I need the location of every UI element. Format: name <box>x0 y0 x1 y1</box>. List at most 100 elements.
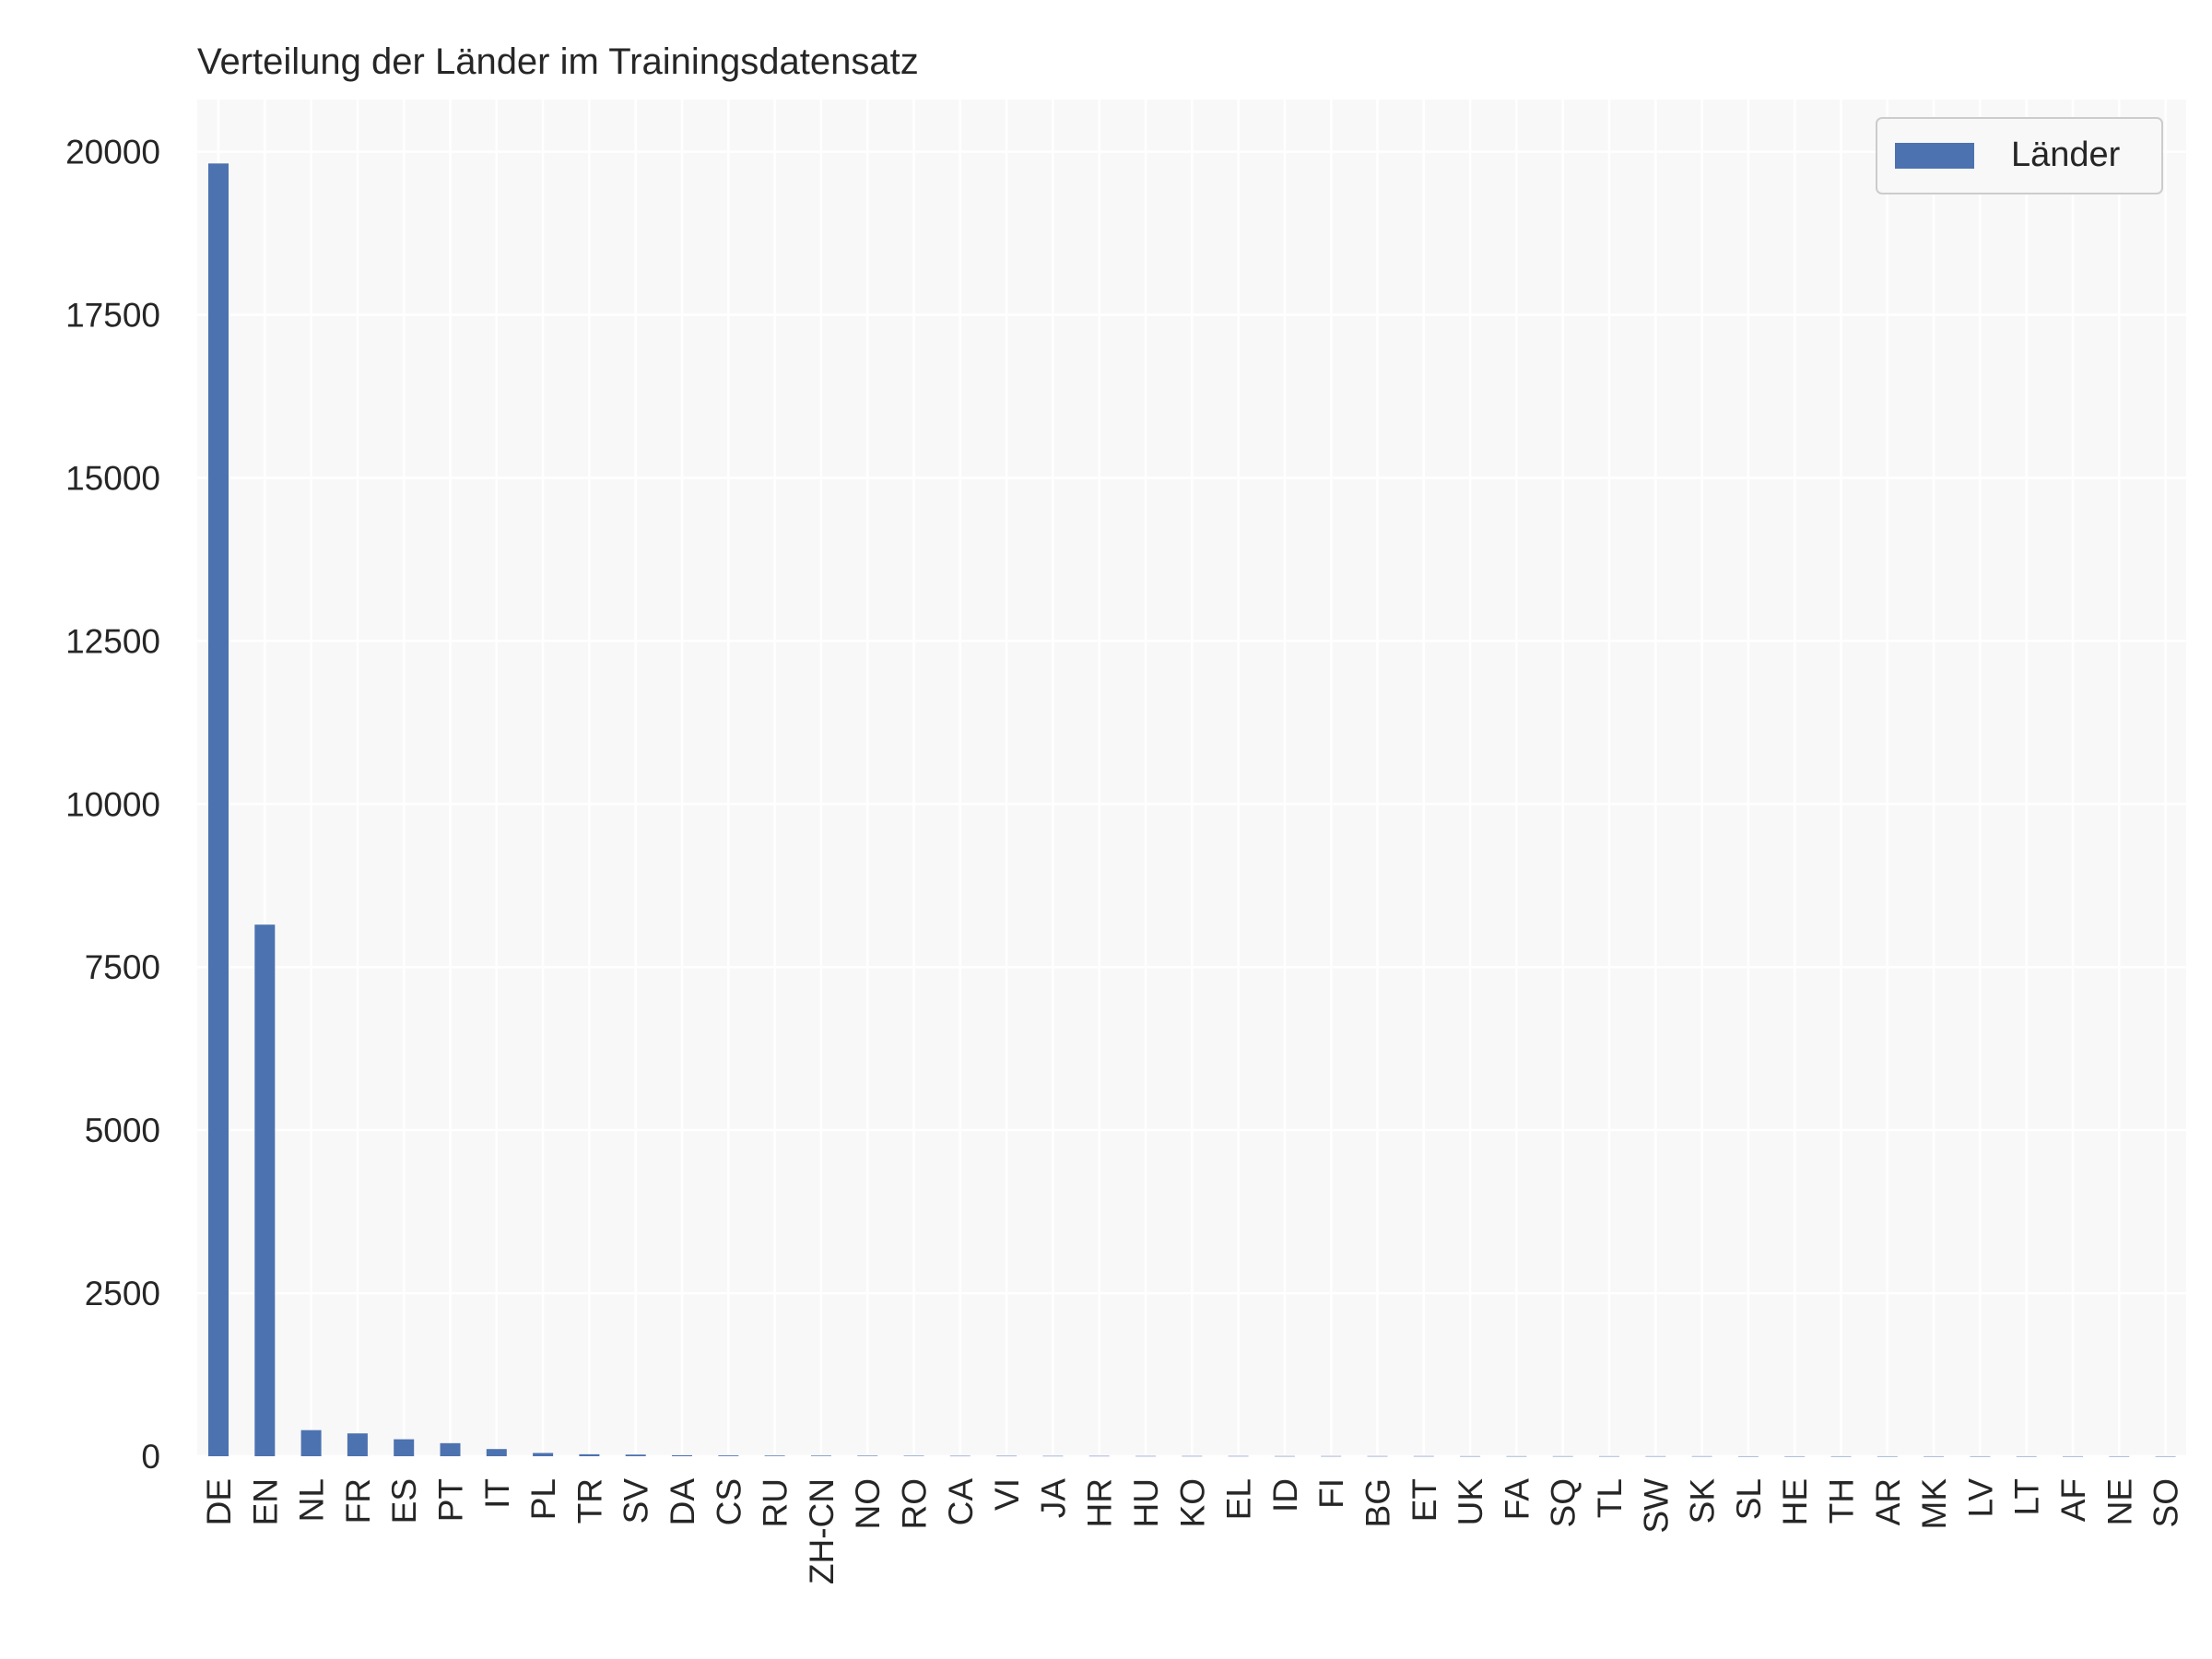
bar-cs <box>718 1455 739 1456</box>
x-tick-label: CA <box>942 1478 980 1526</box>
x-tick-label: AF <box>2054 1478 2092 1522</box>
x-tick-label: CS <box>710 1478 747 1525</box>
x-tick-label: UK <box>1452 1478 1489 1526</box>
x-tick-label: SK <box>1684 1478 1722 1524</box>
bar-hr <box>1088 1455 1110 1457</box>
bar-uk <box>1460 1455 1481 1457</box>
bar-fr <box>347 1433 368 1456</box>
x-tick-label: RO <box>896 1478 934 1530</box>
x-tick-label: MK <box>1915 1478 1953 1530</box>
x-tick-label: ES <box>385 1478 423 1524</box>
bar-ja <box>1042 1455 1064 1457</box>
x-tick-label: ID <box>1266 1478 1304 1512</box>
x-tick-label: SQ <box>1545 1478 1583 1527</box>
y-axis-ticks: 0 2500 5000 7500 10000 12500 15000 17500 20000 <box>65 134 160 1476</box>
chart-title: Verteilung der Länder im Trainingsdatens… <box>197 41 919 82</box>
bar-et <box>1413 1455 1434 1457</box>
y-tick-label: 15000 <box>65 459 160 497</box>
bar-pl <box>533 1453 554 1456</box>
x-tick-label: FI <box>1312 1478 1350 1509</box>
x-tick-label: SL <box>1730 1478 1768 1520</box>
x-tick-label: KO <box>1173 1478 1211 1527</box>
bar-sq <box>1552 1455 1573 1457</box>
legend-swatch <box>1895 143 1974 169</box>
bar-tr <box>579 1453 600 1456</box>
x-tick-label: FR <box>339 1478 377 1524</box>
x-tick-label: VI <box>988 1478 1026 1511</box>
bar-lv <box>1970 1455 1991 1457</box>
x-tick-label: LT <box>2008 1478 2046 1515</box>
x-tick-label: BG <box>1359 1478 1397 1527</box>
bar-bg <box>1367 1455 1388 1457</box>
x-tick-label: SO <box>2147 1478 2185 1527</box>
bar-zh-cn <box>810 1455 831 1456</box>
x-tick-label: SW <box>1637 1478 1675 1534</box>
bar-es <box>394 1439 415 1456</box>
bar-vi <box>996 1455 1018 1457</box>
x-tick-label: FA <box>1498 1478 1535 1521</box>
y-tick-label: 7500 <box>85 948 160 986</box>
bar-lt <box>2016 1455 2037 1457</box>
y-tick-label: 20000 <box>65 134 160 171</box>
bar-no <box>857 1455 878 1456</box>
x-tick-label: PT <box>432 1478 470 1522</box>
x-tick-label: ET <box>1406 1478 1443 1522</box>
bar-mk <box>1924 1455 1945 1457</box>
x-tick-label: DA <box>664 1478 701 1526</box>
x-tick-label: JA <box>1034 1478 1072 1519</box>
bar-ru <box>764 1455 785 1456</box>
bar-de <box>208 163 229 1456</box>
bar-ar <box>1877 1455 1898 1457</box>
bar-nl <box>300 1430 322 1456</box>
bar-so <box>2155 1455 2176 1457</box>
x-tick-label: EL <box>1220 1478 1258 1520</box>
bar-sl <box>1737 1455 1759 1457</box>
bar-ne <box>2109 1455 2130 1457</box>
x-tick-label: TR <box>571 1478 608 1524</box>
x-tick-label: HR <box>1081 1478 1119 1527</box>
x-tick-label: NL <box>293 1478 331 1522</box>
bar-sv <box>625 1454 646 1456</box>
bars <box>208 163 2176 1457</box>
x-tick-label: ZH-CN <box>803 1478 841 1584</box>
x-tick-label: IT <box>478 1478 516 1509</box>
bar-ca <box>949 1455 971 1457</box>
legend: Länder <box>1876 117 2163 194</box>
x-tick-label: DE <box>200 1478 238 1525</box>
bar-hu <box>1135 1455 1156 1457</box>
y-tick-label: 12500 <box>65 622 160 660</box>
bar-th <box>1830 1455 1852 1457</box>
bar-pt <box>440 1442 461 1456</box>
x-tick-label: NE <box>2100 1478 2138 1525</box>
bar-ko <box>1182 1455 1203 1457</box>
bar-fa <box>1506 1455 1527 1457</box>
bar-el <box>1228 1455 1249 1457</box>
x-tick-label: RU <box>757 1478 794 1527</box>
bar-da <box>672 1454 692 1456</box>
grid-lines <box>197 100 2186 1458</box>
bar-he <box>1784 1455 1806 1457</box>
x-tick-label: EN <box>246 1478 284 1525</box>
x-axis-ticks: DE EN NL FR ES PT IT PL TR SV DA CS RU ZH-CN NO RO CA VI J… <box>200 1478 2185 1584</box>
legend-box <box>1876 117 2163 194</box>
bar-ro <box>903 1455 924 1457</box>
bar-af <box>2063 1455 2083 1457</box>
x-tick-label: HU <box>1127 1478 1165 1527</box>
bar-en <box>254 924 276 1456</box>
x-tick-label: SV <box>618 1478 655 1524</box>
bar-fi <box>1321 1455 1342 1457</box>
x-tick-label: TL <box>1591 1478 1629 1518</box>
y-tick-label: 0 <box>141 1438 160 1476</box>
x-tick-label: LV <box>1961 1478 1999 1518</box>
legend-label: Länder <box>2011 135 2121 174</box>
bar-sk <box>1691 1455 1712 1457</box>
x-tick-label: AR <box>1869 1478 1907 1525</box>
x-tick-label: NO <box>849 1478 887 1530</box>
y-tick-label: 2500 <box>85 1275 160 1312</box>
bar-id <box>1274 1455 1295 1457</box>
x-tick-label: HE <box>1776 1478 1814 1525</box>
bar-it <box>486 1449 507 1456</box>
bar-sw <box>1645 1455 1666 1457</box>
y-tick-label: 5000 <box>85 1112 160 1149</box>
